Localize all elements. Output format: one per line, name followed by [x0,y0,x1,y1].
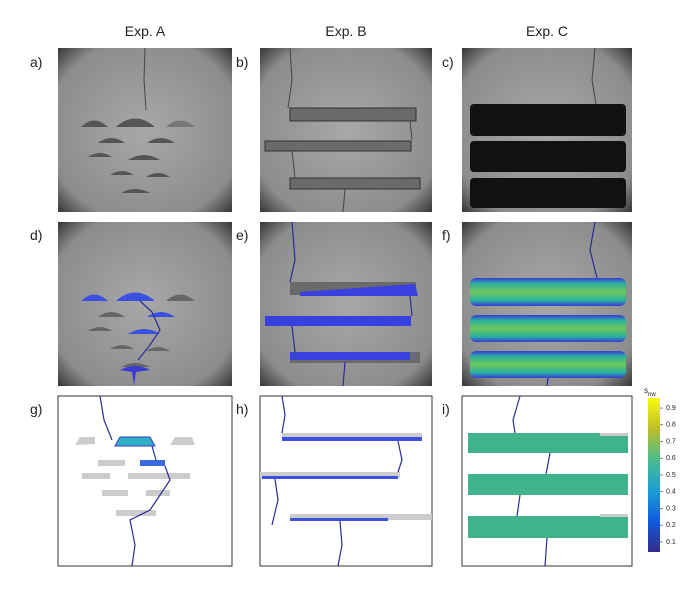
colorbar-symbol: s [644,386,648,395]
panel-label: a) [30,54,42,70]
panel-label: g) [30,401,42,417]
panel-label: b) [236,54,248,70]
colorbar-gradient [648,398,660,552]
colorbar-tick-label: 0.8 [666,422,676,429]
panel-label: h) [236,401,248,417]
colorbar-tick-label: 0.2 [666,522,676,529]
panel-e [260,221,432,387]
panel-i [461,395,633,567]
panel-h [259,395,433,567]
panel-c [462,47,632,212]
colorbar-tick-label: 0.5 [666,472,676,479]
panel-label: d) [30,227,42,243]
panel-f [462,221,632,387]
colorbar-tick-label: 0.3 [666,505,676,512]
panel-a [58,47,232,212]
panel-label: i) [442,401,450,417]
colorbar-tick-label: 0.9 [666,405,676,412]
colorbar-tick-label: 0.7 [666,438,676,445]
colorbar: snw [644,386,660,552]
colorbar-tick-label: 0.6 [666,455,676,462]
colorbar-tick-label: 0.1 [666,539,676,546]
panel-g [57,395,233,567]
column-title: Exp. B [325,23,366,39]
column-title: Exp. A [125,23,166,39]
panel-d [58,222,232,386]
column-title: Exp. C [526,23,568,39]
panel-b [260,47,432,213]
colorbar-subscript: nw [648,392,656,398]
panel-label: e) [236,227,248,243]
panel-label: f) [442,227,451,243]
panel-label: c) [442,54,454,70]
colorbar-label: snw [644,386,656,398]
colorbar-tick-label: 0.4 [666,489,676,496]
